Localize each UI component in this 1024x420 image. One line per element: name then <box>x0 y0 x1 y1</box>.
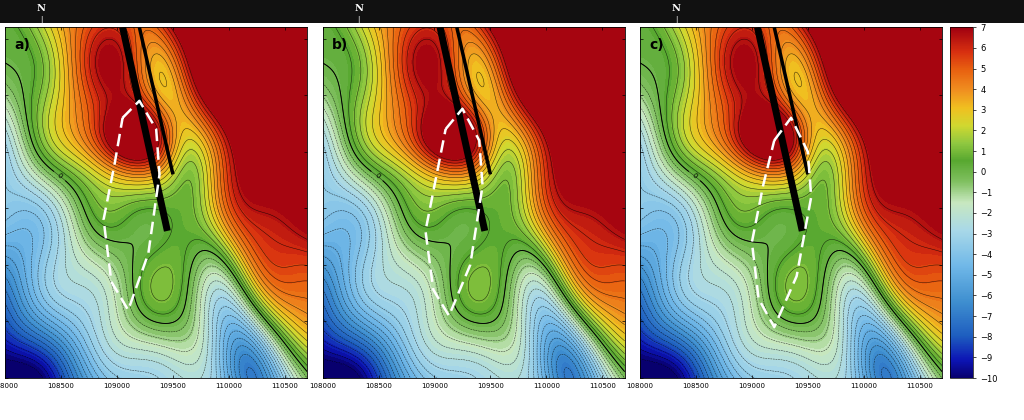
Text: 0: 0 <box>374 172 381 180</box>
Text: |: | <box>357 16 360 23</box>
Text: 0: 0 <box>691 172 698 180</box>
Text: N: N <box>37 4 46 13</box>
Text: |: | <box>40 16 43 23</box>
Text: a): a) <box>14 38 30 52</box>
Text: |: | <box>675 16 678 23</box>
Text: N: N <box>354 4 364 13</box>
Text: N: N <box>672 4 681 13</box>
Text: 0: 0 <box>56 172 63 180</box>
Text: c): c) <box>649 38 664 52</box>
Text: b): b) <box>332 38 348 52</box>
